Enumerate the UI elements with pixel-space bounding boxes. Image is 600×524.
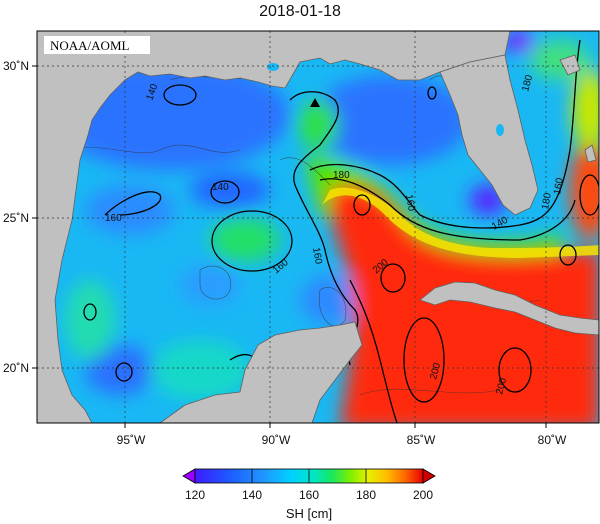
colorbar-tick-label: 200: [413, 488, 433, 502]
lon-tick-label: 85˚W: [407, 433, 436, 447]
colorbar-min-arrow: [182, 468, 196, 484]
graticule: [37, 31, 599, 423]
colorbar-tick-label: 160: [299, 488, 319, 502]
contour-label: 200: [494, 376, 509, 395]
lon-tick-label: 95˚W: [117, 433, 146, 447]
colorbar-label: SH [cm]: [286, 506, 332, 521]
land-lakes: [267, 63, 504, 136]
longitude-labels: 95˚W 90˚W 85˚W 80˚W: [117, 433, 567, 447]
latitude-labels: 30˚N 25˚N 20˚N: [3, 59, 29, 375]
contour-label: 200: [428, 361, 443, 380]
contour-label: 180: [540, 192, 554, 211]
colorbar-tick-label: 180: [356, 488, 376, 502]
contour-label: 160: [552, 177, 566, 196]
credit-box: [44, 36, 150, 54]
credit-label: NOAA/AOML: [50, 38, 130, 53]
colorbar-tick-label: 140: [242, 488, 262, 502]
lat-tick-label: 25˚N: [3, 211, 29, 225]
map-frame: [36, 30, 600, 424]
land: [37, 31, 599, 423]
lat-tick-label: 20˚N: [3, 361, 29, 375]
lon-tick-label: 90˚W: [262, 433, 291, 447]
contour-label: 160: [310, 247, 324, 266]
colorbar: 120 140 160 180 200 SH [cm]: [182, 468, 436, 521]
contour-labels: 140 140 160 160 160 180 160 180 180 200 …: [105, 73, 566, 395]
map-title: 2018-01-18: [259, 3, 341, 20]
lon-tick-label: 80˚W: [538, 433, 567, 447]
lat-tick-label: 30˚N: [3, 59, 29, 73]
colorbar-max-arrow: [422, 468, 436, 484]
map-panel: NOAA/AOML 140 140 160 160 160 180 160 18…: [37, 31, 599, 423]
axis-ticks: [32, 65, 547, 428]
contour-label: 180: [333, 170, 350, 181]
contour-label: 160: [403, 194, 417, 213]
bold-contours: [83, 39, 599, 423]
contour-label: 140: [212, 182, 229, 193]
colorbar-tick-label: 120: [185, 488, 205, 502]
contour-label: 160: [105, 213, 122, 224]
loop-current-edge: [322, 187, 599, 258]
contour-label: 180: [520, 73, 535, 92]
float-marker: [310, 98, 320, 107]
